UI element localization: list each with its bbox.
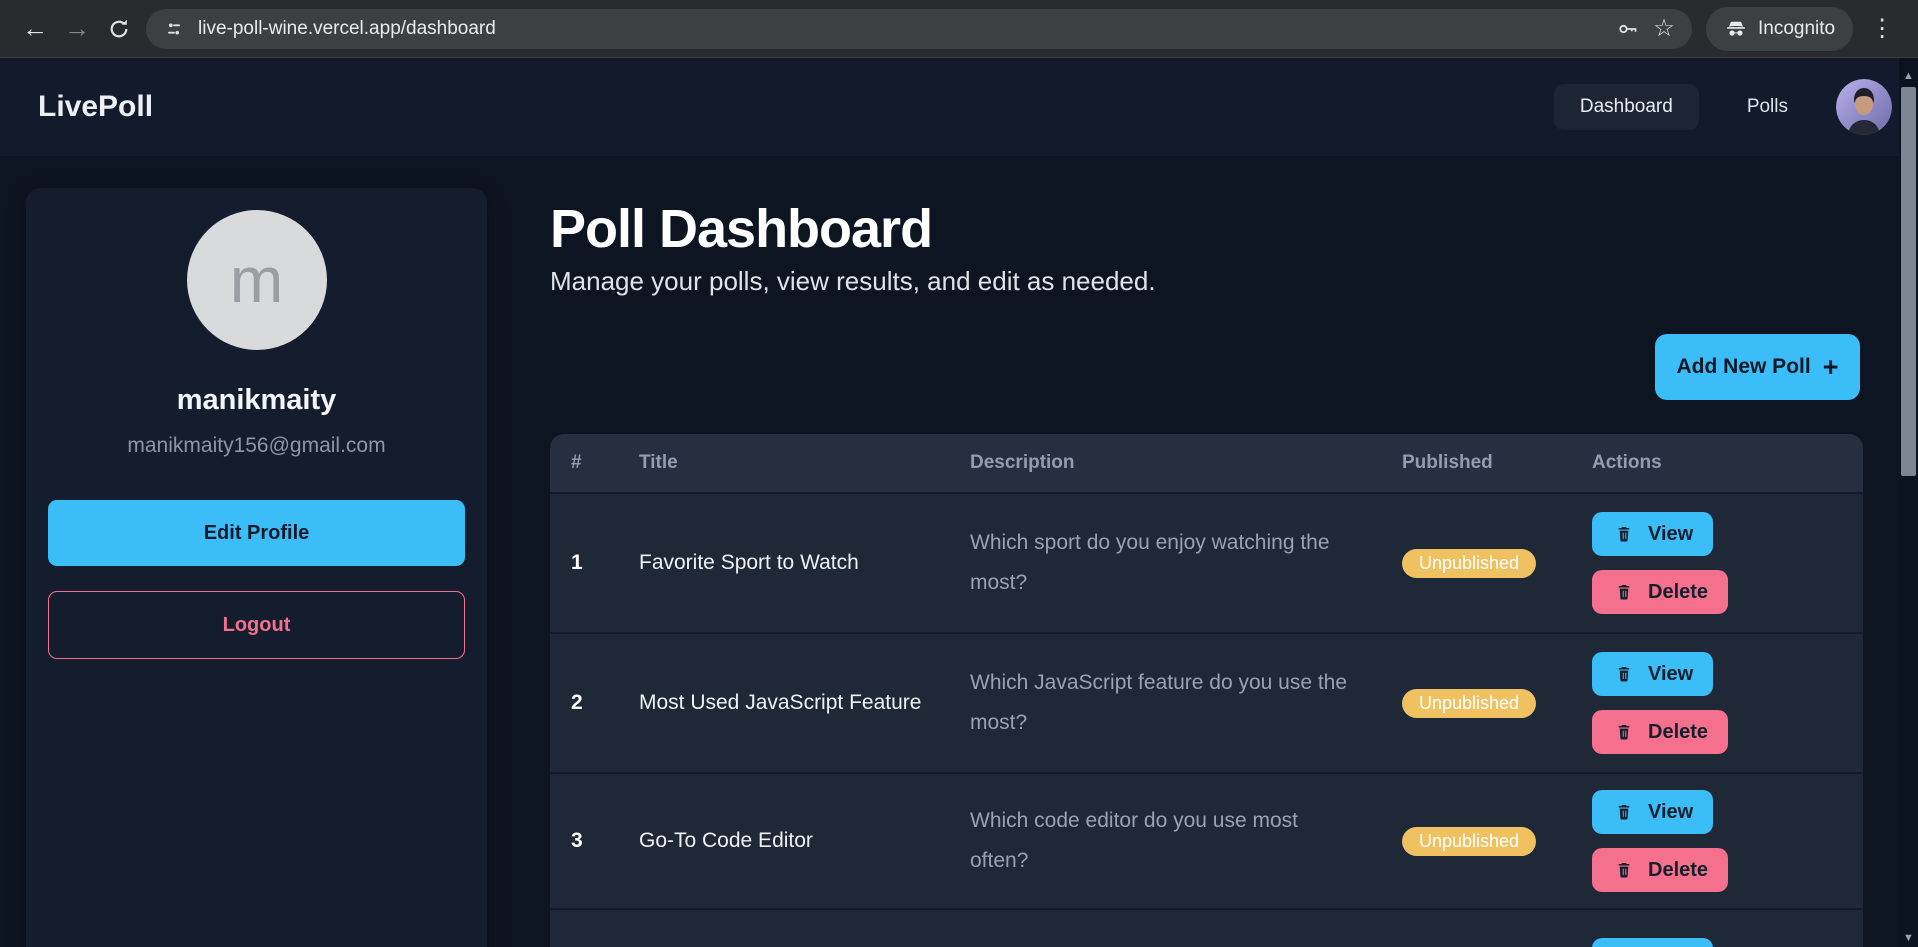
profile-avatar: m	[186, 210, 327, 350]
app-brand[interactable]: LivePoll	[38, 90, 154, 123]
scroll-down-arrow-icon[interactable]: ▼	[1903, 932, 1914, 944]
header-published: Published	[1402, 452, 1493, 473]
status-badge: Unpublished	[1402, 826, 1537, 856]
page-content: m manikmaity manikmaity156@gmail.com Edi…	[0, 156, 1918, 947]
scroll-up-arrow-icon[interactable]: ▲	[1903, 70, 1914, 82]
delete-button-label: Delete	[1648, 720, 1709, 743]
poll-description: Which code editor do you use most often?	[950, 801, 1390, 881]
add-new-poll-button[interactable]: Add New Poll +	[1655, 334, 1860, 400]
forward-icon: →	[64, 13, 90, 43]
view-button[interactable]: View	[1592, 652, 1714, 696]
add-new-poll-label: Add New Poll	[1676, 355, 1811, 378]
poll-description: Which JavaScript feature do you use the …	[950, 663, 1390, 743]
url-text: live-poll-wine.vercel.app/dashboard	[198, 17, 496, 39]
user-avatar[interactable]	[1836, 79, 1892, 135]
view-button-label: View	[1648, 522, 1694, 545]
table-header-row: # Title Description Published Actions	[550, 434, 1863, 492]
profile-card: m manikmaity manikmaity156@gmail.com Edi…	[26, 188, 487, 947]
view-button[interactable]: View	[1592, 938, 1714, 947]
page-title: Poll Dashboard	[550, 199, 933, 259]
header-description: Description	[970, 452, 1075, 473]
edit-profile-button[interactable]: Edit Profile	[48, 500, 465, 566]
row-number: 2	[571, 691, 583, 714]
page-scrollbar[interactable]: ▲ ▼	[1899, 58, 1918, 947]
poll-description-text: Which JavaScript feature do you use the …	[970, 671, 1348, 734]
poll-description-text: Which code editor do you use most often?	[970, 809, 1299, 872]
navbar-links: Dashboard Polls	[1553, 79, 1892, 135]
view-button[interactable]: View	[1592, 512, 1714, 556]
profile-name: manikmaity	[176, 384, 337, 416]
trash-icon	[1612, 800, 1636, 824]
header-actions: Actions	[1592, 452, 1662, 473]
polls-table: # Title Description Published Actions 1 …	[550, 434, 1863, 947]
incognito-label: Incognito	[1758, 17, 1836, 39]
site-info-icon[interactable]	[162, 17, 186, 41]
delete-button-label: Delete	[1648, 580, 1709, 603]
scrollbar-thumb[interactable]	[1901, 87, 1916, 476]
view-button-label: View	[1648, 800, 1694, 823]
bookmark-star-icon[interactable]: ☆	[1653, 14, 1675, 42]
status-badge: Unpublished	[1402, 688, 1537, 718]
browser-menu-button[interactable]: ⋮	[1870, 15, 1895, 42]
table-row: 3 Go-To Code Editor Which code editor do…	[550, 772, 1863, 908]
plus-icon: +	[1822, 351, 1839, 382]
trash-icon	[1612, 662, 1636, 686]
nav-link-polls[interactable]: Polls	[1746, 96, 1788, 117]
poll-title: Favorite Sport to Watch	[639, 551, 859, 574]
poll-description: Which sport do you enjoy watching the mo…	[950, 523, 1390, 603]
delete-button[interactable]: Delete	[1592, 710, 1729, 754]
table-row: View Delete	[550, 908, 1863, 947]
profile-email: manikmaity156@gmail.com	[127, 434, 386, 457]
poll-title: Go-To Code Editor	[639, 829, 813, 852]
incognito-badge: Incognito	[1706, 6, 1854, 51]
reload-icon	[107, 17, 131, 41]
delete-button-label: Delete	[1648, 858, 1709, 881]
view-button-label: View	[1648, 662, 1694, 685]
delete-button[interactable]: Delete	[1592, 848, 1729, 892]
nav-link-dashboard[interactable]: Dashboard	[1553, 84, 1699, 130]
poll-title: Most Used JavaScript Feature	[639, 691, 922, 714]
trash-icon	[1612, 522, 1636, 546]
trash-icon	[1612, 720, 1636, 744]
status-badge: Unpublished	[1402, 548, 1537, 578]
trash-icon	[1612, 580, 1636, 604]
row-number: 1	[571, 551, 583, 574]
user-avatar-image	[1836, 79, 1892, 135]
browser-toolbar: ← → live-poll-wine.vercel.app/dashboard …	[0, 0, 1918, 58]
logout-button[interactable]: Logout	[48, 591, 465, 659]
poll-description-text: Which sport do you enjoy watching the mo…	[970, 531, 1330, 594]
back-button[interactable]: ←	[14, 8, 56, 50]
forward-button[interactable]: →	[56, 8, 98, 50]
table-row: 1 Favorite Sport to Watch Which sport do…	[550, 492, 1863, 632]
reload-button[interactable]	[98, 8, 140, 50]
header-title: Title	[639, 452, 678, 473]
page-subtitle: Manage your polls, view results, and edi…	[550, 266, 1156, 296]
header-number: #	[571, 452, 582, 473]
address-bar[interactable]: live-poll-wine.vercel.app/dashboard ☆	[146, 8, 1692, 49]
trash-icon	[1612, 858, 1636, 882]
view-button[interactable]: View	[1592, 790, 1714, 834]
back-icon: ←	[22, 13, 48, 43]
incognito-icon	[1724, 17, 1748, 41]
row-number: 3	[571, 829, 583, 852]
delete-button[interactable]: Delete	[1592, 570, 1729, 614]
profile-avatar-initial: m	[229, 244, 284, 316]
app-navbar: LivePoll Dashboard Polls	[0, 58, 1918, 156]
table-row: 2 Most Used JavaScript Feature Which Jav…	[550, 632, 1863, 772]
password-key-icon[interactable]	[1616, 17, 1640, 41]
